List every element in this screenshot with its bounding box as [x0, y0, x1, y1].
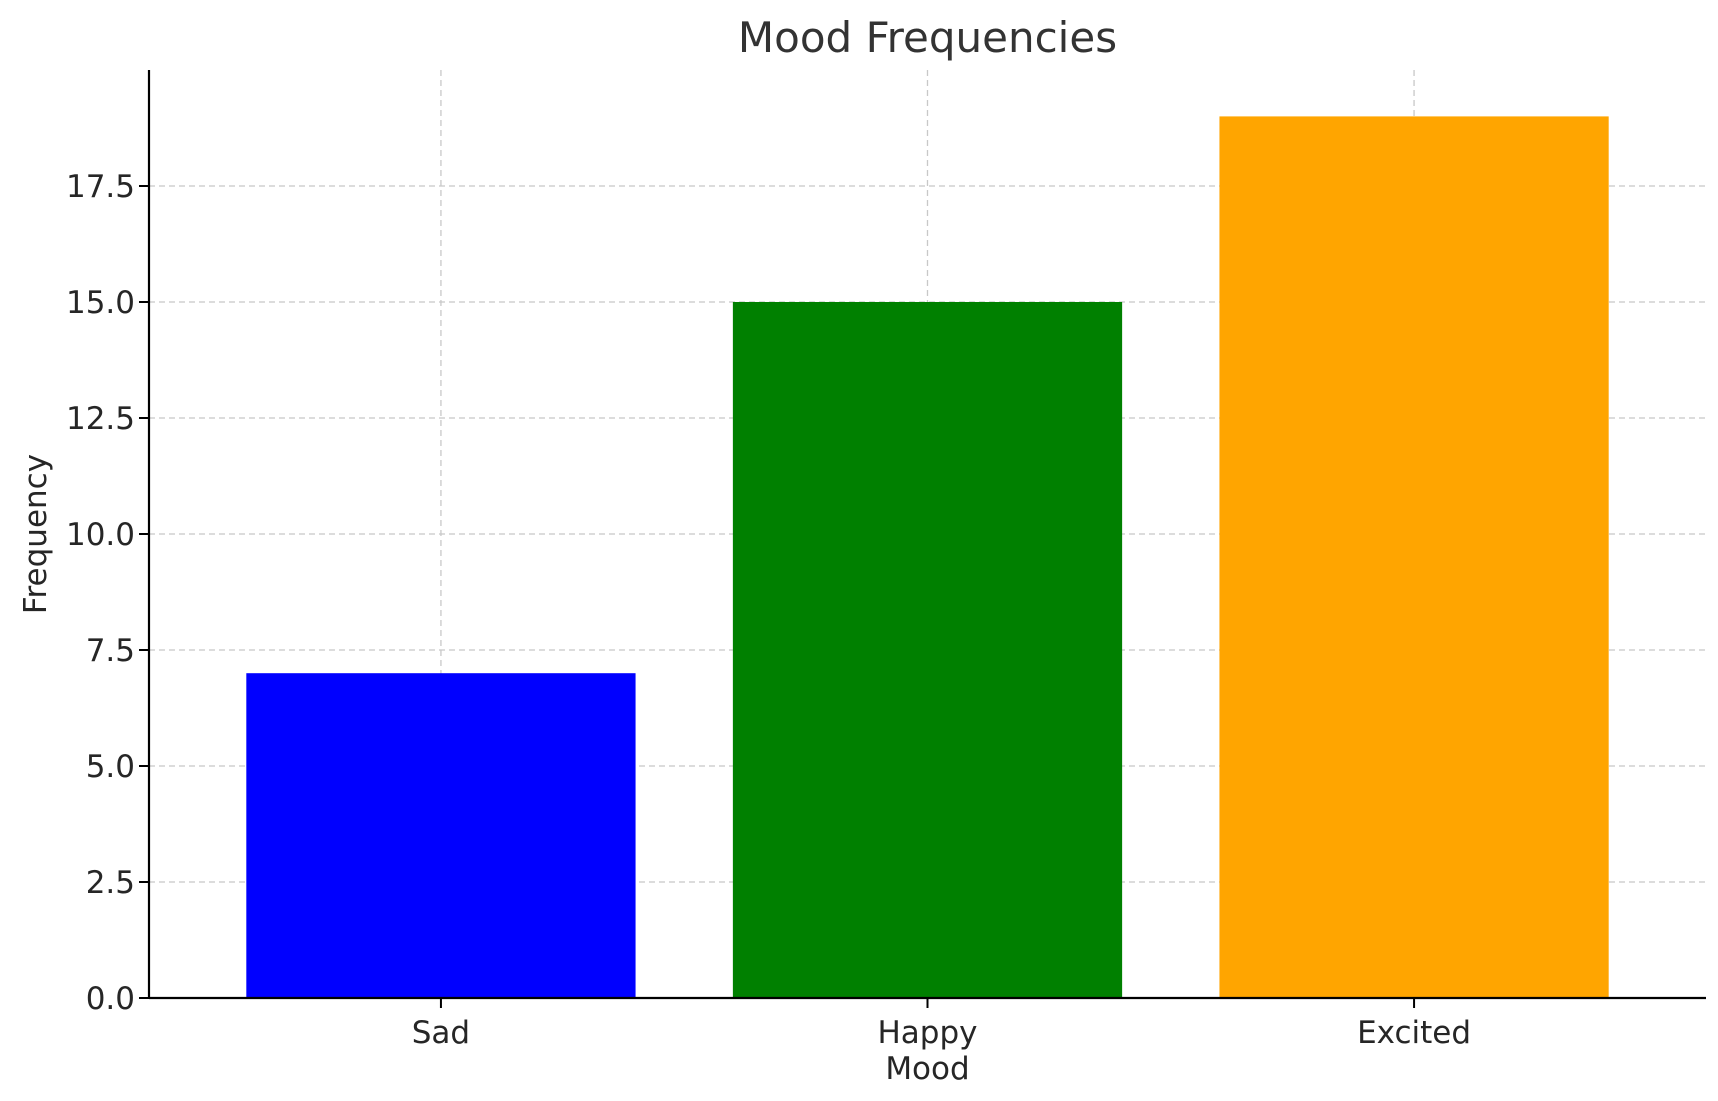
y-tick-label: 5.0 — [86, 749, 135, 785]
x-tick-label: Happy — [877, 1015, 977, 1051]
y-tick-label: 2.5 — [86, 865, 135, 901]
y-tick-label: 0.0 — [86, 981, 135, 1017]
y-ticks: 0.0 2.5 5.0 7.5 10.0 12.5 15.0 17.5 — [66, 169, 149, 1017]
x-tick-label: Excited — [1357, 1015, 1471, 1051]
chart-title: Mood Frequencies — [738, 13, 1117, 62]
y-tick-label: 10.0 — [66, 517, 135, 553]
bar-happy — [732, 302, 1123, 998]
x-axis-label: Mood — [885, 1051, 969, 1087]
y-tick-label: 15.0 — [66, 285, 135, 321]
bars — [246, 116, 1609, 998]
x-tick-label: Sad — [412, 1015, 470, 1051]
y-tick-label: 17.5 — [66, 169, 135, 205]
y-axis-label: Frequency — [18, 454, 54, 614]
y-tick-label: 12.5 — [66, 401, 135, 437]
y-tick-label: 7.5 — [86, 633, 135, 669]
bar-excited — [1219, 116, 1609, 998]
bar-sad — [246, 673, 636, 998]
x-ticks: Sad Happy Excited — [412, 998, 1471, 1051]
